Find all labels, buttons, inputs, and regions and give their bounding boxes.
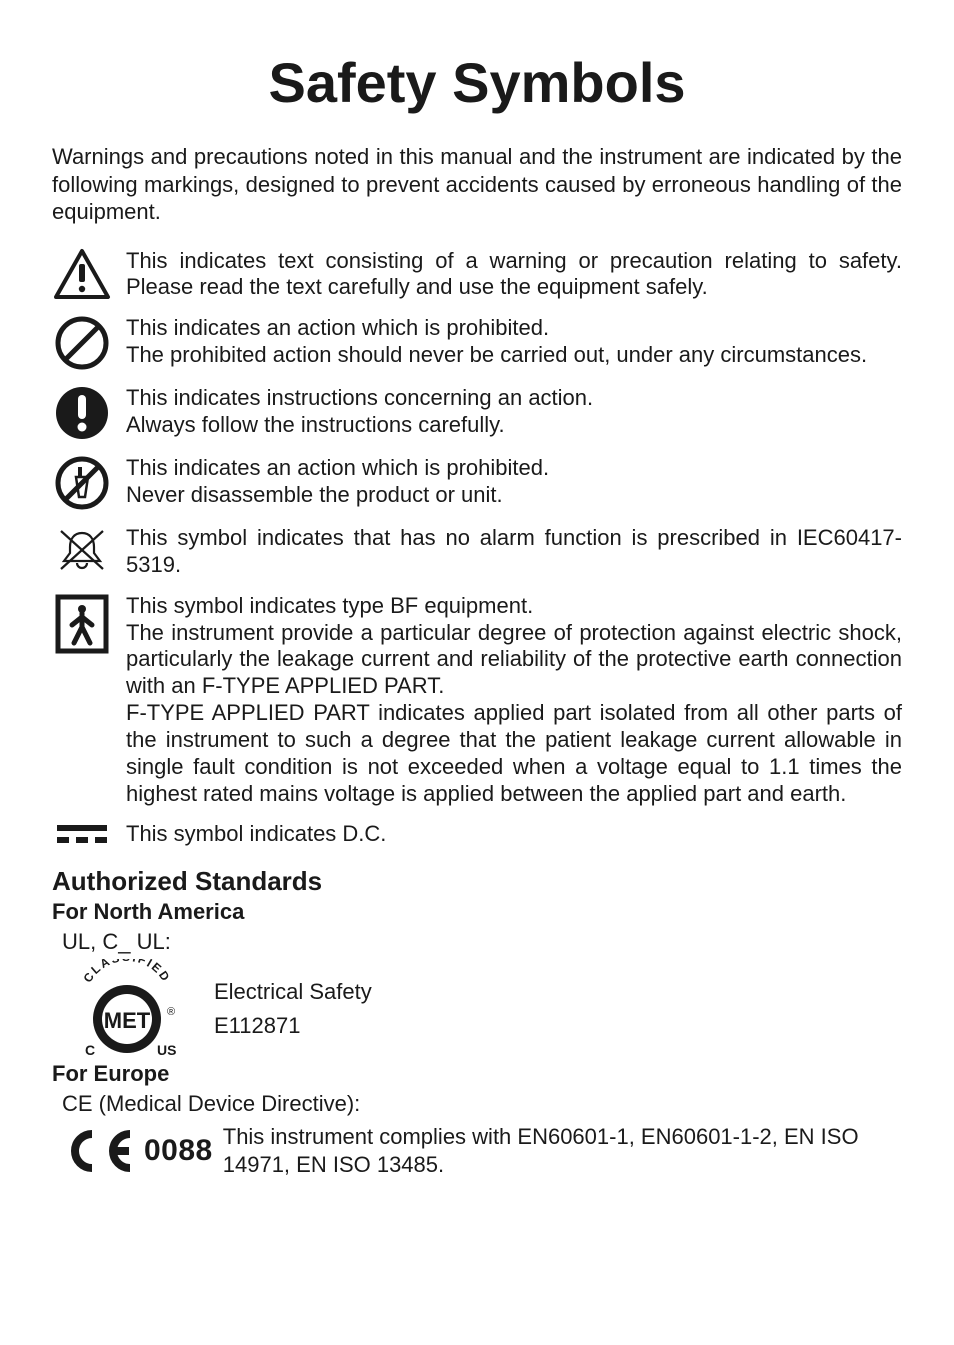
met-mark-icon: CLASSIFIED MET C US ®	[62, 959, 192, 1059]
no-alarm-icon	[52, 525, 112, 575]
standards-heading: Authorized Standards	[52, 866, 902, 897]
warning-triangle-icon	[52, 248, 112, 300]
symbol-description: This symbol indicates D.C.	[126, 821, 902, 848]
symbol-row: This indicates text consisting of a warn…	[52, 248, 902, 302]
symbol-row: This indicates an action which is prohib…	[52, 455, 902, 511]
symbol-description: This symbol indicates that has no alarm …	[126, 525, 902, 579]
svg-text:MET: MET	[104, 1008, 151, 1033]
symbol-list: This indicates text consisting of a warn…	[52, 248, 902, 849]
electrical-safety-label: Electrical Safety	[214, 978, 372, 1007]
symbol-description: This indicates an action which is prohib…	[126, 315, 902, 369]
symbol-row: This indicates instructions concerning a…	[52, 385, 902, 441]
ce-number: 0088	[144, 1134, 213, 1168]
ul-line: UL, C_ UL:	[62, 929, 902, 955]
ce-compliance-text: This instrument complies with EN60601-1,…	[223, 1123, 902, 1178]
north-america-block: UL, C_ UL: CLASSIFIED MET C US ® Electri…	[52, 929, 902, 1059]
intro-paragraph: Warnings and precautions noted in this m…	[52, 143, 902, 226]
prohibit-icon	[52, 315, 112, 371]
svg-text:US: US	[157, 1042, 176, 1058]
svg-text:C: C	[85, 1042, 95, 1058]
europe-block: CE (Medical Device Directive): 0088 This…	[52, 1091, 902, 1178]
type-bf-icon	[52, 593, 112, 655]
dc-icon	[52, 821, 112, 847]
ce-mark-icon: 0088	[62, 1128, 213, 1174]
mandatory-icon	[52, 385, 112, 441]
cert-number: E112871	[214, 1012, 372, 1041]
north-america-heading: For North America	[52, 899, 902, 925]
svg-text:CLASSIFIED: CLASSIFIED	[80, 959, 173, 985]
symbol-row: This indicates an action which is prohib…	[52, 315, 902, 371]
europe-heading: For Europe	[52, 1061, 902, 1087]
no-disassemble-icon	[52, 455, 112, 511]
symbol-description: This symbol indicates type BF equipment.…	[126, 593, 902, 808]
symbol-description: This indicates text consisting of a warn…	[126, 248, 902, 302]
symbol-row: This symbol indicates that has no alarm …	[52, 525, 902, 579]
symbol-description: This indicates instructions concerning a…	[126, 385, 902, 439]
met-text: Electrical Safety E112871	[214, 978, 372, 1041]
symbol-row: This symbol indicates D.C.	[52, 821, 902, 848]
ce-line: CE (Medical Device Directive):	[62, 1091, 902, 1117]
symbol-row: This symbol indicates type BF equipment.…	[52, 593, 902, 808]
svg-text:®: ®	[167, 1006, 175, 1018]
page-title: Safety Symbols	[52, 50, 902, 115]
symbol-description: This indicates an action which is prohib…	[126, 455, 902, 509]
